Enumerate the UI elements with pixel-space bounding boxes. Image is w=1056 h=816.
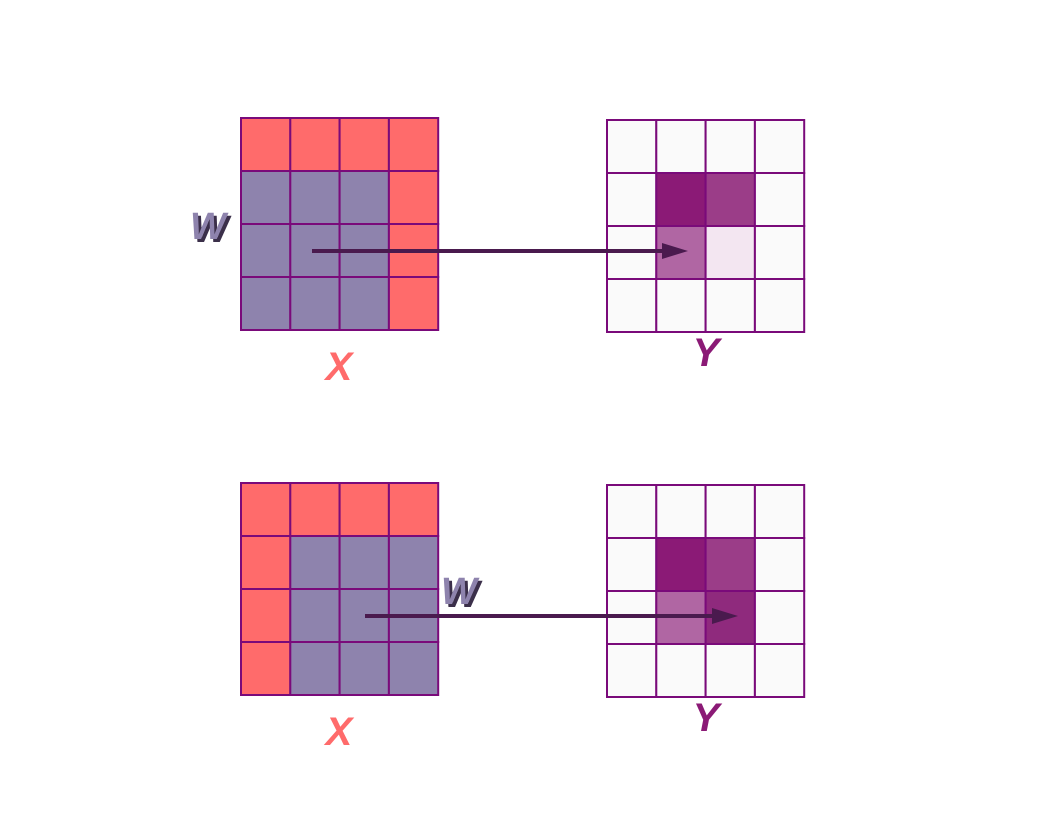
input-cell <box>289 482 341 537</box>
input-cell <box>240 588 292 643</box>
output-cell <box>753 119 806 174</box>
output-cell <box>606 484 658 539</box>
output-cell <box>704 643 756 698</box>
input-label: X <box>324 710 355 754</box>
output-cell <box>655 278 707 333</box>
output-grid <box>606 484 806 698</box>
output-cell-filled <box>704 537 756 592</box>
kernel-cell <box>338 276 390 331</box>
output-cell <box>753 537 806 592</box>
kernel-cell <box>240 170 292 225</box>
output-cell <box>753 172 806 227</box>
output-grid <box>606 119 806 333</box>
kernel-cell <box>289 641 341 696</box>
output-cell <box>606 119 658 174</box>
output-cell <box>606 537 658 592</box>
output-label: Y <box>693 331 723 375</box>
output-cell <box>704 278 756 333</box>
output-cell <box>606 172 658 227</box>
kernel-cell <box>289 276 341 331</box>
input-cell <box>387 170 440 225</box>
output-cell <box>753 225 806 280</box>
input-cell <box>240 117 292 172</box>
input-cell <box>240 482 292 537</box>
kernel-cell <box>240 276 292 331</box>
kernel-label: W <box>190 206 229 248</box>
kernel-cell <box>289 535 341 590</box>
output-cell <box>655 119 707 174</box>
output-cell-filled <box>704 172 756 227</box>
input-cell <box>387 276 440 331</box>
kernel-cell <box>387 535 440 590</box>
output-cell <box>753 484 806 539</box>
arrowhead <box>712 608 738 624</box>
output-cell <box>704 119 756 174</box>
output-cell <box>655 484 707 539</box>
arrow <box>312 243 688 259</box>
kernel-cell <box>240 223 292 278</box>
kernel-cell <box>338 641 390 696</box>
kernel-label-shadow: W <box>193 209 232 251</box>
output-cell <box>753 590 806 645</box>
output-cell <box>753 278 806 333</box>
panel-2: W W X Y <box>240 482 806 754</box>
output-cell <box>606 278 658 333</box>
output-cell <box>606 643 658 698</box>
input-grid <box>240 482 440 696</box>
kernel-label: W <box>441 571 480 613</box>
input-cell <box>387 117 440 172</box>
input-cell <box>338 117 390 172</box>
input-cell <box>338 482 390 537</box>
arrow <box>365 608 738 624</box>
input-cell <box>240 535 292 590</box>
input-cell <box>240 641 292 696</box>
kernel-label-shadow: W <box>444 574 483 616</box>
output-cell <box>655 643 707 698</box>
kernel-cell <box>289 588 341 643</box>
input-cell <box>387 482 440 537</box>
input-grid <box>240 117 440 331</box>
output-cell-filled <box>655 172 707 227</box>
output-cell <box>753 643 806 698</box>
kernel-cell <box>387 641 440 696</box>
kernel-cell <box>289 170 341 225</box>
output-cell-filled <box>704 225 756 280</box>
panel-1: W W X Y <box>190 117 806 389</box>
output-label: Y <box>693 696 723 740</box>
input-cell <box>289 117 341 172</box>
arrowhead <box>662 243 688 259</box>
kernel-cell <box>338 170 390 225</box>
kernel-cell <box>338 535 390 590</box>
output-cell <box>704 484 756 539</box>
input-label: X <box>324 345 355 389</box>
output-cell-filled <box>655 537 707 592</box>
